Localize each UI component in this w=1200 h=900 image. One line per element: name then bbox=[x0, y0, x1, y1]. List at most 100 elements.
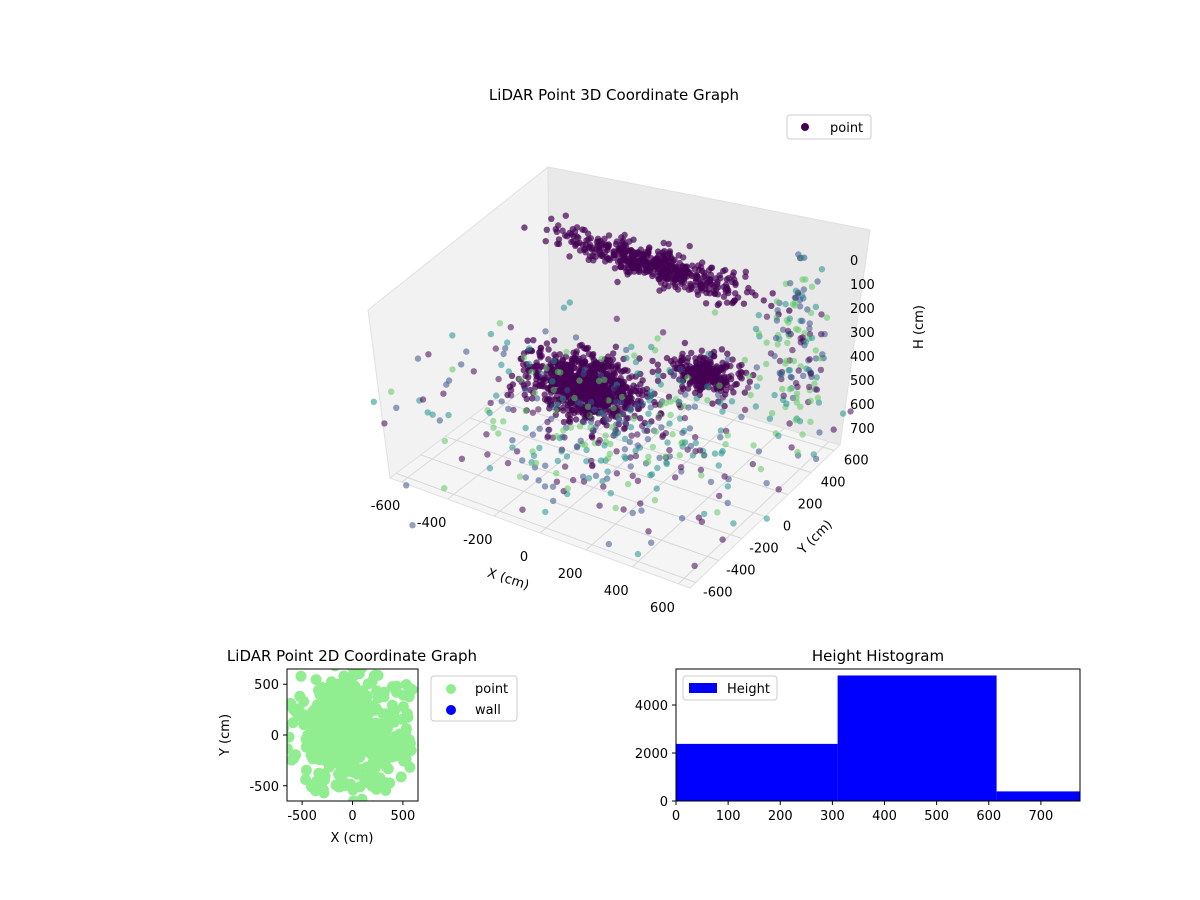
data-point bbox=[713, 285, 720, 293]
scatter-point bbox=[332, 678, 344, 690]
scatter-point bbox=[298, 696, 310, 707]
data-point bbox=[403, 482, 410, 489]
scatter-point bbox=[291, 707, 303, 719]
data-point bbox=[495, 430, 502, 437]
data-point bbox=[642, 262, 649, 269]
data-point bbox=[815, 399, 823, 406]
data-point bbox=[741, 406, 749, 413]
data-point bbox=[847, 408, 854, 415]
data-point bbox=[524, 337, 531, 344]
data-point bbox=[524, 380, 531, 387]
data-point bbox=[792, 287, 800, 294]
scatter-point bbox=[290, 749, 302, 761]
data-point bbox=[549, 378, 556, 385]
data-point bbox=[787, 280, 794, 287]
data-point bbox=[529, 431, 537, 438]
data-point bbox=[566, 253, 573, 260]
data-point bbox=[483, 431, 490, 438]
data-point bbox=[458, 361, 465, 368]
data-point bbox=[722, 387, 730, 394]
data-point bbox=[644, 458, 652, 466]
scatter-point bbox=[385, 751, 397, 763]
scatter-point bbox=[310, 785, 321, 797]
data-point bbox=[776, 357, 784, 365]
data-point bbox=[629, 509, 636, 517]
data-point bbox=[782, 300, 789, 308]
data-point bbox=[715, 462, 722, 469]
data-point bbox=[714, 509, 721, 516]
data-point bbox=[732, 381, 739, 388]
data-point bbox=[676, 398, 683, 405]
scatter-point bbox=[287, 743, 293, 755]
legend-marker-point-2d bbox=[446, 684, 456, 694]
data-point bbox=[626, 269, 633, 276]
data-point bbox=[630, 382, 637, 389]
histogram-bar bbox=[837, 675, 997, 801]
data-point bbox=[679, 443, 686, 450]
data-point bbox=[537, 344, 545, 352]
data-point bbox=[654, 248, 662, 255]
data-point bbox=[786, 307, 793, 314]
y-tick-label-3d: -600 bbox=[703, 586, 733, 601]
scatter-3d-axes: LiDAR Point 3D Coordinate Graph -600 -400… bbox=[367, 86, 927, 616]
data-point bbox=[695, 275, 702, 282]
grid-line bbox=[420, 454, 720, 561]
data-point bbox=[794, 448, 801, 456]
data-point bbox=[618, 393, 626, 401]
data-point bbox=[627, 463, 634, 470]
data-point bbox=[730, 520, 737, 527]
data-point bbox=[580, 354, 587, 361]
data-point bbox=[496, 320, 504, 327]
data-point bbox=[572, 350, 580, 358]
z-tick-label-3d: 100 bbox=[850, 278, 875, 293]
point-scatter-2d bbox=[287, 669, 418, 801]
data-point bbox=[620, 242, 628, 249]
data-point bbox=[717, 427, 725, 434]
data-point bbox=[674, 286, 682, 293]
data-point bbox=[571, 389, 578, 397]
data-point bbox=[519, 506, 526, 513]
y-tick-label-3d: 400 bbox=[821, 476, 846, 491]
data-point bbox=[440, 390, 447, 397]
data-point bbox=[561, 381, 568, 388]
data-point bbox=[639, 400, 647, 408]
data-point bbox=[648, 263, 655, 271]
x-tick-label-hist: 500 bbox=[924, 809, 949, 824]
data-point bbox=[718, 450, 725, 457]
data-point bbox=[610, 350, 617, 357]
data-point bbox=[677, 415, 684, 422]
data-point bbox=[543, 365, 550, 372]
data-point bbox=[655, 276, 662, 283]
data-point bbox=[611, 265, 619, 272]
data-point bbox=[709, 378, 716, 385]
data-point bbox=[563, 348, 570, 356]
data-point bbox=[768, 410, 776, 417]
legend-marker-height bbox=[689, 683, 717, 693]
data-point bbox=[553, 478, 561, 485]
data-point bbox=[713, 363, 720, 370]
data-point bbox=[818, 331, 825, 338]
scatter-point bbox=[315, 708, 327, 720]
data-point bbox=[707, 276, 714, 283]
data-point bbox=[527, 386, 534, 394]
data-point bbox=[797, 403, 804, 410]
data-point bbox=[702, 282, 710, 289]
scatter-point bbox=[384, 777, 396, 789]
data-point bbox=[564, 372, 571, 379]
data-point bbox=[601, 402, 609, 410]
data-point bbox=[745, 373, 753, 380]
data-point bbox=[610, 404, 617, 412]
data-point bbox=[542, 238, 549, 245]
data-point bbox=[703, 368, 711, 375]
data-point bbox=[760, 297, 767, 304]
x-tick-label-hist: 0 bbox=[672, 809, 680, 824]
y-tick-label-3d: 0 bbox=[783, 520, 791, 535]
data-point bbox=[588, 365, 595, 372]
y-tick-label-hist: 4000 bbox=[635, 699, 668, 714]
data-point bbox=[775, 432, 782, 439]
data-point bbox=[562, 353, 569, 360]
data-point bbox=[776, 369, 783, 377]
data-point bbox=[618, 263, 625, 270]
data-point bbox=[763, 339, 770, 346]
